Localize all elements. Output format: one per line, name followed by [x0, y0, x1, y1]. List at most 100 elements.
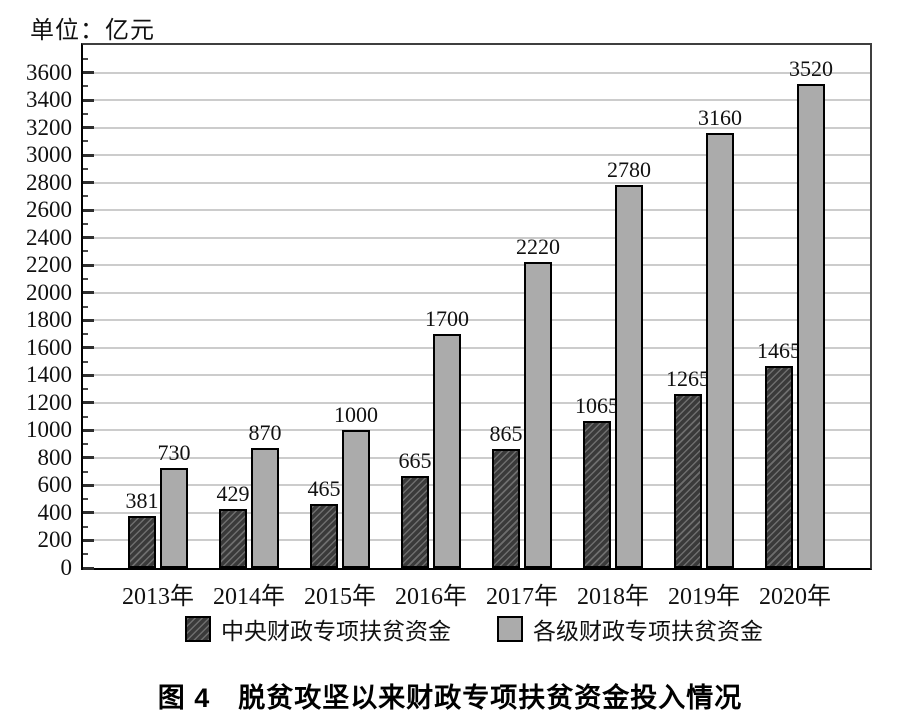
legend-label-all-levels-funds: 各级财政专项扶贫资金 — [533, 619, 763, 644]
bar-value-label: 465 — [307, 476, 341, 502]
bar-central-2015年 — [310, 504, 338, 568]
y-minor-tick — [83, 470, 88, 473]
y-axis-tick-label: 2600 — [26, 197, 72, 223]
y-major-tick — [83, 71, 94, 75]
y-minor-tick — [83, 112, 88, 115]
central-funds-swatch-icon — [185, 616, 211, 642]
gridline-3200 — [83, 126, 870, 129]
unit-label: 单位：亿元 — [30, 18, 155, 44]
y-minor-tick — [83, 250, 88, 253]
x-axis-tick-label: 2018年 — [577, 584, 649, 610]
y-major-tick — [83, 291, 94, 295]
bar-value-label: 730 — [157, 439, 191, 465]
y-major-tick — [83, 263, 94, 267]
y-major-tick — [83, 401, 94, 405]
y-minor-tick — [83, 277, 88, 280]
bar-value-label: 381 — [125, 487, 159, 513]
gridline-1800 — [83, 319, 870, 322]
y-minor-tick — [83, 195, 88, 198]
y-minor-tick — [83, 57, 88, 60]
y-minor-tick — [83, 222, 88, 225]
gridline-2800 — [83, 181, 870, 184]
x-axis-tick-label: 2014年 — [213, 584, 285, 610]
y-minor-tick — [83, 388, 88, 391]
y-axis-tick-label: 2000 — [26, 279, 72, 305]
y-minor-tick — [83, 85, 88, 88]
y-axis-tick-label: 3000 — [26, 142, 72, 168]
bar-value-label: 2780 — [607, 157, 651, 183]
y-axis-tick-label: 1400 — [26, 362, 72, 388]
y-major-tick — [83, 511, 94, 515]
bar-central-2018年 — [583, 421, 611, 568]
gridline-600 — [83, 484, 870, 487]
gridline-1400 — [83, 374, 870, 377]
bar-all-levels-2018年 — [615, 185, 643, 568]
gridline-2600 — [83, 209, 870, 212]
y-axis-tick-label: 3400 — [26, 87, 72, 113]
bar-value-label: 1465 — [757, 338, 801, 364]
y-major-tick — [83, 483, 94, 487]
y-minor-tick — [83, 525, 88, 528]
y-major-tick — [83, 566, 94, 570]
bar-value-label: 665 — [398, 448, 432, 474]
y-minor-tick — [83, 415, 88, 418]
y-minor-tick — [83, 140, 88, 143]
y-axis-tick-label: 200 — [37, 527, 73, 553]
y-minor-tick — [83, 553, 88, 556]
bar-central-2013年 — [128, 515, 156, 568]
gridline-200 — [83, 539, 870, 542]
bar-value-label: 1700 — [425, 306, 469, 332]
y-axis-tick-label: 600 — [37, 472, 73, 498]
y-major-tick — [83, 456, 94, 460]
bar-value-label: 870 — [248, 420, 282, 446]
bar-value-label: 1000 — [334, 402, 378, 428]
bar-value-label: 865 — [489, 420, 523, 446]
y-major-tick — [83, 98, 94, 102]
y-axis-tick-label: 2400 — [26, 224, 72, 250]
bar-central-2019年 — [674, 393, 702, 568]
gridline-1600 — [83, 346, 870, 349]
y-axis-tick-label: 400 — [37, 499, 73, 525]
y-minor-tick — [83, 167, 88, 170]
y-axis-tick-label: 1600 — [26, 334, 72, 360]
gridline-3000 — [83, 154, 870, 157]
y-axis-tick-label: 1200 — [26, 389, 72, 415]
y-axis-tick-label: 2200 — [26, 252, 72, 278]
y-major-tick — [83, 428, 94, 432]
legend: 中央财政专项扶贫资金 各级财政专项扶贫资金 — [24, 612, 900, 646]
gridline-400 — [83, 511, 870, 514]
y-axis-tick-label: 1000 — [26, 417, 72, 443]
gridline-1000 — [83, 429, 870, 432]
bar-all-levels-2020年 — [797, 83, 825, 568]
bar-all-levels-2013年 — [160, 467, 188, 568]
bar-value-label: 429 — [216, 480, 250, 506]
gridline-2000 — [83, 291, 870, 294]
y-axis-tick-label: 3600 — [26, 59, 72, 85]
y-minor-tick — [83, 498, 88, 501]
bar-central-2014年 — [219, 508, 247, 568]
bar-central-2017年 — [492, 448, 520, 568]
bar-value-label: 3520 — [789, 55, 833, 81]
gridline-800 — [83, 456, 870, 459]
gridline-3600 — [83, 71, 870, 74]
all-levels-funds-swatch-icon — [497, 616, 523, 642]
legend-item-central-funds: 中央财政专项扶贫资金 — [185, 612, 451, 646]
bar-all-levels-2016年 — [433, 334, 461, 568]
y-minor-tick — [83, 333, 88, 336]
y-major-tick — [83, 236, 94, 240]
legend-item-all-levels-funds: 各级财政专项扶贫资金 — [497, 612, 763, 646]
gridline-2200 — [83, 264, 870, 267]
bar-central-2016年 — [401, 476, 429, 568]
bar-central-2020年 — [765, 366, 793, 568]
x-axis-tick-label: 2016年 — [395, 584, 467, 610]
y-major-tick — [83, 153, 94, 157]
y-minor-tick — [83, 305, 88, 308]
y-axis-tick-label: 1800 — [26, 307, 72, 333]
bar-all-levels-2017年 — [524, 262, 552, 568]
y-minor-tick — [83, 360, 88, 363]
y-axis-tick-label: 2800 — [26, 169, 72, 195]
gridline-1200 — [83, 401, 870, 404]
y-major-tick — [83, 318, 94, 322]
y-axis-tick-label: 0 — [60, 555, 73, 580]
